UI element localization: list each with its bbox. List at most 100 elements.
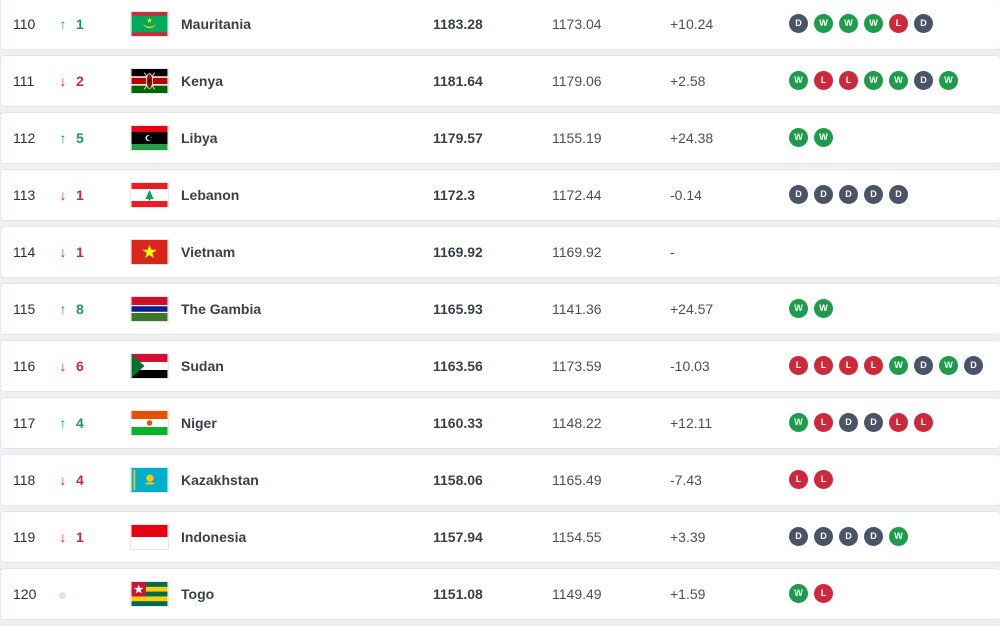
form-badge-draw[interactable]: D: [839, 413, 858, 432]
arrow-down-icon: ↓: [59, 358, 67, 374]
form-badge-win[interactable]: W: [789, 299, 808, 318]
team-name[interactable]: Niger: [181, 415, 217, 431]
team-name[interactable]: Sudan: [181, 358, 224, 374]
form-badge-draw[interactable]: D: [789, 14, 808, 33]
team-name[interactable]: Vietnam: [181, 244, 236, 260]
total-points: 1172.3: [433, 187, 476, 203]
table-row-119[interactable]: 119 ↓ 1 Indonesia 1157.94 1154.55 +3.39 D…: [0, 511, 1000, 563]
previous-points: 1154.55: [552, 529, 602, 545]
rank-cell: 113: [13, 187, 36, 203]
table-row-110[interactable]: 110 ↑ 1 Mauritania 1183.28 1173.04 +10.24…: [0, 0, 1000, 50]
form-badge-win[interactable]: W: [789, 413, 808, 432]
form-badge-loss[interactable]: L: [814, 356, 833, 375]
form-badge-loss[interactable]: L: [914, 413, 933, 432]
form-badge-win[interactable]: W: [889, 71, 908, 90]
form-badge-draw[interactable]: D: [914, 356, 933, 375]
form-badge-loss[interactable]: L: [814, 584, 833, 603]
rank-change: ↑ 4: [56, 398, 96, 448]
previous-points: 1155.19: [552, 130, 602, 146]
form-badge-win[interactable]: W: [814, 128, 833, 147]
form-badge-win[interactable]: W: [789, 71, 808, 90]
points-difference: +10.24: [670, 16, 714, 32]
form-badge-draw[interactable]: D: [864, 185, 883, 204]
rank-change: ↑ 5: [56, 113, 96, 163]
points-difference: +12.11: [670, 415, 713, 431]
team-name[interactable]: Kazakhstan: [181, 472, 259, 488]
form-badge-loss[interactable]: L: [889, 413, 908, 432]
points-difference: -0.14: [670, 187, 702, 203]
form-badge-win[interactable]: W: [889, 527, 908, 546]
rank-cell: 119: [13, 529, 36, 545]
team-name[interactable]: Togo: [181, 586, 215, 602]
form-badge-draw[interactable]: D: [964, 356, 983, 375]
form-badge-draw[interactable]: D: [864, 413, 883, 432]
gambia-flag: [130, 296, 169, 322]
table-row-118[interactable]: 118 ↓ 4 Kazakhstan 1158.06 1165.49 -7.43 …: [0, 454, 1000, 506]
lebanon-flag: [130, 182, 169, 208]
table-row-115[interactable]: 115 ↑ 8 The Gambia 1165.93 1141.36 +24.57…: [0, 283, 1000, 335]
rank-change-value: 4: [76, 472, 84, 488]
team-name[interactable]: Kenya: [181, 73, 224, 89]
total-points: 1179.57: [433, 130, 483, 146]
form-badge-win[interactable]: W: [789, 128, 808, 147]
form-badge-loss[interactable]: L: [789, 470, 808, 489]
form-badge-draw[interactable]: D: [839, 527, 858, 546]
form-badge-win[interactable]: W: [939, 71, 958, 90]
arrow-up-icon: ↑: [59, 16, 67, 32]
rank-change-value: 1: [76, 244, 84, 260]
form-badge-loss[interactable]: L: [814, 71, 833, 90]
form-badge-loss[interactable]: L: [864, 356, 883, 375]
total-points: 1160.33: [433, 415, 483, 431]
form-badge-loss[interactable]: L: [814, 413, 833, 432]
rank-change: [56, 569, 96, 619]
form-badge-loss[interactable]: L: [889, 14, 908, 33]
points-difference: -7.43: [670, 472, 702, 488]
arrow-down-icon: ↓: [59, 529, 67, 545]
form-badge-draw[interactable]: D: [839, 185, 858, 204]
form-badge-win[interactable]: W: [864, 71, 883, 90]
rank-cell: 110: [13, 16, 36, 32]
vietnam-flag: [130, 239, 169, 265]
form-badge-loss[interactable]: L: [814, 470, 833, 489]
form-badge-draw[interactable]: D: [789, 527, 808, 546]
points-difference: +1.59: [670, 586, 706, 602]
team-name[interactable]: Lebanon: [181, 187, 240, 203]
form-badge-draw[interactable]: D: [789, 185, 808, 204]
form-badge-win[interactable]: W: [789, 584, 808, 603]
rank-cell: 116: [13, 358, 36, 374]
form-badge-loss[interactable]: L: [839, 356, 858, 375]
form-badge-win[interactable]: W: [864, 14, 883, 33]
total-points: 1183.28: [433, 16, 483, 32]
form-badge-draw[interactable]: D: [914, 71, 933, 90]
form-badge-loss[interactable]: L: [839, 71, 858, 90]
rank-change-value: 1: [76, 187, 84, 203]
form-badge-draw[interactable]: D: [814, 185, 833, 204]
form-badge-loss[interactable]: L: [789, 356, 808, 375]
form-badge-win[interactable]: W: [889, 356, 908, 375]
team-name[interactable]: The Gambia: [181, 301, 262, 317]
form-badge-draw[interactable]: D: [814, 527, 833, 546]
form-badge-draw[interactable]: D: [864, 527, 883, 546]
team-name[interactable]: Indonesia: [181, 529, 247, 545]
form-badge-draw[interactable]: D: [889, 185, 908, 204]
form-badge-win[interactable]: W: [814, 14, 833, 33]
team-name[interactable]: Mauritania: [181, 16, 252, 32]
kazakhstan-flag: [130, 467, 169, 493]
form-badge-win[interactable]: W: [939, 356, 958, 375]
form-badge-win[interactable]: W: [839, 14, 858, 33]
table-row-114[interactable]: 114 ↓ 1 Vietnam 1169.92 1169.92 -: [0, 226, 1000, 278]
arrow-up-icon: ↑: [59, 301, 67, 317]
arrow-up-icon: ↑: [59, 130, 67, 146]
team-name[interactable]: Libya: [181, 130, 218, 146]
form-badge-win[interactable]: W: [814, 299, 833, 318]
form-badge-draw[interactable]: D: [914, 14, 933, 33]
total-points: 1165.93: [433, 301, 483, 317]
